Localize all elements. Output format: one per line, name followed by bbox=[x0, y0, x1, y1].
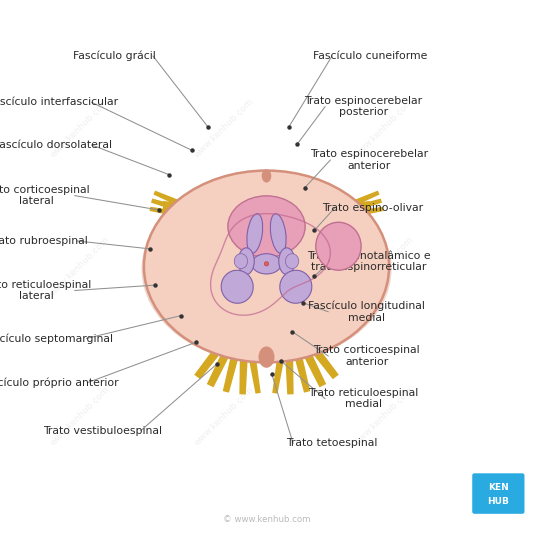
Polygon shape bbox=[207, 312, 249, 387]
Ellipse shape bbox=[264, 262, 269, 266]
Ellipse shape bbox=[262, 169, 271, 183]
Polygon shape bbox=[272, 314, 293, 394]
Ellipse shape bbox=[144, 171, 389, 362]
Polygon shape bbox=[162, 201, 219, 231]
Text: Trato tetoespinal: Trato tetoespinal bbox=[286, 439, 377, 448]
Ellipse shape bbox=[235, 254, 247, 269]
Polygon shape bbox=[223, 313, 250, 393]
Text: www.kenhub.com: www.kenhub.com bbox=[49, 384, 111, 447]
Text: www.kenhub.com: www.kenhub.com bbox=[49, 235, 111, 298]
Text: Fascículo septomarginal: Fascículo septomarginal bbox=[0, 333, 114, 344]
Ellipse shape bbox=[228, 196, 305, 257]
Polygon shape bbox=[284, 312, 339, 379]
Ellipse shape bbox=[221, 270, 253, 303]
Text: www.kenhub.com: www.kenhub.com bbox=[49, 96, 111, 159]
Ellipse shape bbox=[247, 214, 263, 253]
Polygon shape bbox=[194, 312, 249, 379]
Text: www.kenhub.com: www.kenhub.com bbox=[192, 384, 255, 447]
Text: KEN: KEN bbox=[488, 483, 508, 492]
Ellipse shape bbox=[279, 248, 295, 274]
Text: © www.kenhub.com: © www.kenhub.com bbox=[223, 515, 310, 524]
Ellipse shape bbox=[259, 346, 274, 368]
Polygon shape bbox=[154, 191, 223, 225]
Text: www.kenhub.com: www.kenhub.com bbox=[192, 235, 255, 298]
Ellipse shape bbox=[141, 175, 392, 363]
Text: Trato vestibuloespinal: Trato vestibuloespinal bbox=[43, 426, 162, 435]
Text: Trato corticoespinal
lateral: Trato corticoespinal lateral bbox=[0, 185, 90, 206]
Text: www.kenhub.com: www.kenhub.com bbox=[352, 96, 415, 159]
Polygon shape bbox=[311, 199, 382, 225]
Ellipse shape bbox=[280, 270, 312, 303]
Text: www.kenhub.com: www.kenhub.com bbox=[352, 384, 415, 447]
Polygon shape bbox=[284, 312, 326, 387]
FancyBboxPatch shape bbox=[472, 473, 524, 514]
Text: Fascículo longitudinal
medial: Fascículo longitudinal medial bbox=[308, 301, 425, 323]
Ellipse shape bbox=[238, 248, 254, 274]
Polygon shape bbox=[150, 207, 222, 225]
Polygon shape bbox=[240, 314, 261, 394]
Polygon shape bbox=[151, 199, 222, 225]
Text: Trato rubroespinal: Trato rubroespinal bbox=[0, 236, 88, 246]
Ellipse shape bbox=[252, 254, 281, 274]
Polygon shape bbox=[314, 201, 371, 231]
Text: Fascículo cuneiforme: Fascículo cuneiforme bbox=[313, 51, 427, 61]
Text: Trato espinotalâmico e
trato espinorreticular: Trato espinotalâmico e trato espinorreti… bbox=[307, 250, 431, 272]
Text: Trato reticuloespinal
lateral: Trato reticuloespinal lateral bbox=[0, 280, 91, 301]
Text: Trato espino-olivar: Trato espino-olivar bbox=[322, 203, 424, 213]
Text: www.kenhub.com: www.kenhub.com bbox=[352, 235, 415, 298]
Ellipse shape bbox=[285, 254, 298, 269]
Text: Trato espinocerebelar
posterior: Trato espinocerebelar posterior bbox=[304, 96, 423, 117]
Ellipse shape bbox=[270, 214, 286, 253]
Text: www.kenhub.com: www.kenhub.com bbox=[192, 96, 255, 159]
Polygon shape bbox=[283, 313, 310, 393]
Text: Fascículo grácil: Fascículo grácil bbox=[73, 51, 156, 61]
Ellipse shape bbox=[316, 222, 361, 270]
Text: Trato reticuloespinal
medial: Trato reticuloespinal medial bbox=[309, 388, 418, 409]
Polygon shape bbox=[310, 191, 379, 225]
Text: HUB: HUB bbox=[487, 497, 510, 506]
Polygon shape bbox=[311, 207, 383, 225]
Text: Trato espinocerebelar
anterior: Trato espinocerebelar anterior bbox=[310, 149, 428, 171]
Polygon shape bbox=[239, 314, 250, 394]
Text: Fascículo interfascicular: Fascículo interfascicular bbox=[0, 98, 118, 107]
Polygon shape bbox=[283, 314, 294, 394]
Text: Trato corticoespinal
anterior: Trato corticoespinal anterior bbox=[313, 345, 420, 367]
Text: Fascículo dorsolateral: Fascículo dorsolateral bbox=[0, 140, 112, 150]
Text: Fascículo próprio anterior: Fascículo próprio anterior bbox=[0, 377, 118, 388]
